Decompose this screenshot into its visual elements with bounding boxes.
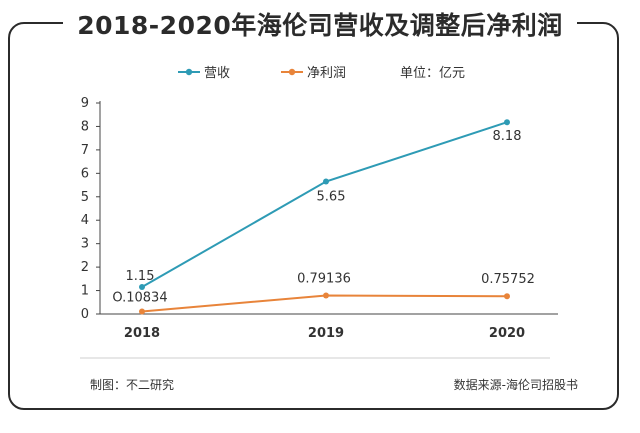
data-point (504, 293, 510, 300)
y-tick-label: 8 (81, 119, 89, 134)
data-point (323, 178, 329, 185)
data-label: O.10834 (112, 290, 167, 305)
legend-label: 营收 (204, 66, 230, 81)
data-point (139, 308, 145, 315)
footer-source: 数据来源-海伦司招股书 (453, 378, 578, 392)
x-tick-label: 2018 (124, 326, 160, 341)
y-tick-label: 2 (81, 260, 89, 275)
chart-title: 2018-2020年海伦司营收及调整后净利润 (63, 11, 577, 40)
y-tick-label: 3 (81, 237, 89, 252)
data-label: 5.65 (317, 190, 346, 205)
legend-swatch-marker (288, 68, 296, 76)
data-point (139, 284, 145, 291)
x-tick-label: 2020 (489, 326, 525, 341)
data-label: 1.15 (126, 269, 155, 284)
data-label: 0.79136 (297, 271, 351, 286)
series-line (141, 121, 508, 288)
legend-swatch-marker (185, 68, 193, 76)
data-point (504, 119, 510, 126)
y-tick-label: 9 (81, 96, 89, 111)
data-point (323, 292, 329, 299)
data-label: 8.18 (493, 129, 522, 144)
x-tick-label: 2019 (308, 326, 344, 341)
footer-credit: 制图：不二研究 (90, 378, 175, 392)
y-tick-label: 4 (81, 213, 89, 228)
y-tick-label: 5 (81, 190, 89, 205)
y-tick-label: 6 (81, 166, 89, 181)
y-tick-label: 7 (81, 143, 89, 158)
legend-label: 净利润 (307, 66, 346, 81)
chart-title-wrap: 2018-2020年海伦司营收及调整后净利润 (0, 6, 640, 42)
data-label: 0.75752 (481, 272, 535, 287)
y-tick-label: 1 (81, 284, 89, 299)
y-tick-label: 0 (81, 307, 89, 322)
unit-label: 单位：亿元 (400, 66, 465, 81)
